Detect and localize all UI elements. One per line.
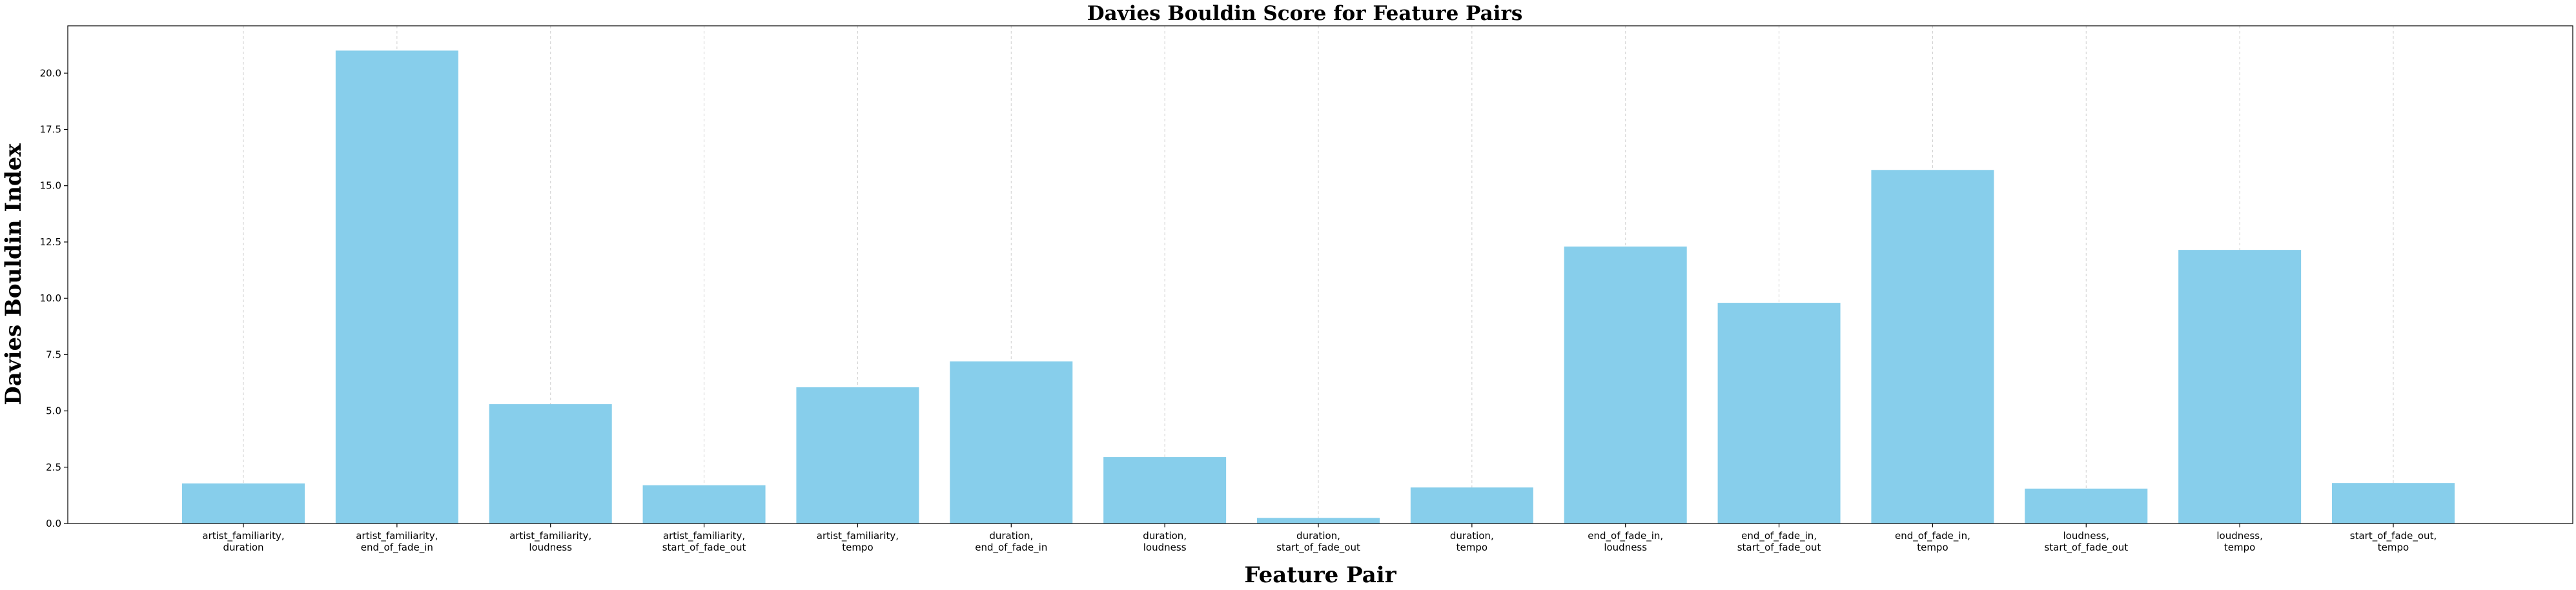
y-tick-label: 5.0 (46, 405, 61, 417)
y-tick-label: 0.0 (46, 518, 61, 529)
x-tick-label-line: artist_familiarity, (202, 530, 284, 542)
x-tick-label-line: artist_familiarity, (509, 530, 591, 542)
x-tick-label-line: start_of_fade_out (1276, 542, 1360, 554)
x-tick-label-line: duration, (1143, 530, 1187, 542)
bar (1717, 303, 1841, 524)
x-tick-label-line: tempo (1917, 542, 1948, 553)
x-tick-label-line: tempo (2224, 542, 2255, 553)
y-tick-label: 7.5 (46, 349, 61, 360)
x-tick-label: artist_familiarity, end_of_fade_in (356, 530, 438, 554)
x-tick-label-line: duration, (1296, 530, 1340, 542)
y-axis-label: Davies Bouldin Index (1, 143, 26, 405)
bar (1564, 246, 1687, 524)
x-tick-label: loudness, start_of_fade_out (2044, 530, 2128, 554)
x-tick-label: end_of_fade_in, start_of_fade_out (1737, 530, 1821, 554)
x-tick-label-line: start_of_fade_out (1737, 542, 1821, 554)
y-tick-label: 20.0 (40, 67, 61, 79)
bar (1103, 457, 1227, 524)
x-tick-label-line: artist_familiarity, (663, 530, 745, 542)
x-tick-label-line: duration, (1450, 530, 1494, 542)
x-tick-label-line: tempo (1457, 542, 1487, 553)
bar (489, 404, 612, 524)
y-ticks: 0.0 2.5 5.0 7.5 10.0 12.5 15.0 17.5 20.0 (40, 67, 68, 529)
bar (2332, 483, 2455, 524)
x-tick-label-line: end_of_fade_in, (1588, 530, 1663, 542)
x-tick-label-line: loudness, (2063, 530, 2110, 542)
x-tick-label-line: end_of_fade_in (361, 542, 433, 554)
x-tick-label-line: start_of_fade_out, (2350, 530, 2437, 542)
y-tick-label: 2.5 (46, 462, 61, 473)
plot-frame (67, 25, 2573, 524)
bar (1410, 487, 1533, 524)
bar (182, 483, 305, 524)
bar (796, 387, 919, 524)
x-tick-label-line: end_of_fade_in, (1895, 530, 1970, 542)
x-tick-label: duration, tempo (1450, 530, 1494, 553)
x-tick-label-line: artist_familiarity, (356, 530, 438, 542)
x-tick-label: start_of_fade_out, tempo (2350, 530, 2437, 553)
x-tick-label: artist_familiarity, tempo (817, 530, 899, 553)
x-tick-label: end_of_fade_in, tempo (1895, 530, 1970, 553)
x-tick-label: duration, start_of_fade_out (1276, 530, 1360, 554)
x-tick-label-line: start_of_fade_out (2044, 542, 2128, 554)
chart-title: Davies Bouldin Score for Feature Pairs (1087, 2, 1523, 25)
x-tick-label-line: end_of_fade_in, (1741, 530, 1817, 542)
bar (1871, 170, 1994, 524)
x-tick-label-line: tempo (2378, 542, 2409, 553)
x-tick-label: artist_familiarity, loudness (509, 530, 591, 553)
x-ticks: artist_familiarity, durationartist_famili… (202, 524, 2437, 554)
x-tick-label-line: duration (223, 542, 263, 553)
x-axis-label: Feature Pair (1244, 562, 1396, 588)
y-tick-label: 12.5 (40, 236, 61, 248)
bar (950, 361, 1073, 524)
y-tick-label: 15.0 (40, 180, 61, 192)
x-tick-label-line: loudness, (2216, 530, 2263, 542)
x-tick-label-line: artist_familiarity, (817, 530, 899, 542)
x-tick-label-line: loudness (529, 542, 572, 553)
x-tick-label-line: duration, (989, 530, 1033, 542)
y-tick-label: 10.0 (40, 292, 61, 304)
x-tick-label-line: end_of_fade_in (975, 542, 1047, 554)
bar (335, 50, 458, 524)
x-tick-label: artist_familiarity, start_of_fade_out (662, 530, 746, 554)
x-tick-label: end_of_fade_in, loudness (1588, 530, 1663, 553)
bar (2025, 488, 2148, 524)
x-tick-label: loudness, tempo (2216, 530, 2263, 553)
x-tick-label-line: tempo (842, 542, 873, 553)
x-tick-label: duration, end_of_fade_in (975, 530, 1047, 554)
x-tick-label: duration, loudness (1143, 530, 1187, 553)
bar-layer (182, 50, 2455, 524)
y-tick-label: 17.5 (40, 123, 61, 135)
x-tick-label-line: start_of_fade_out (662, 542, 746, 554)
x-tick-label-line: loudness (1604, 542, 1647, 553)
x-tick-label: artist_familiarity, duration (202, 530, 284, 553)
bar (1257, 518, 1380, 524)
x-tick-label-line: loudness (1143, 542, 1187, 553)
bar (642, 485, 766, 524)
bar (2178, 250, 2302, 524)
